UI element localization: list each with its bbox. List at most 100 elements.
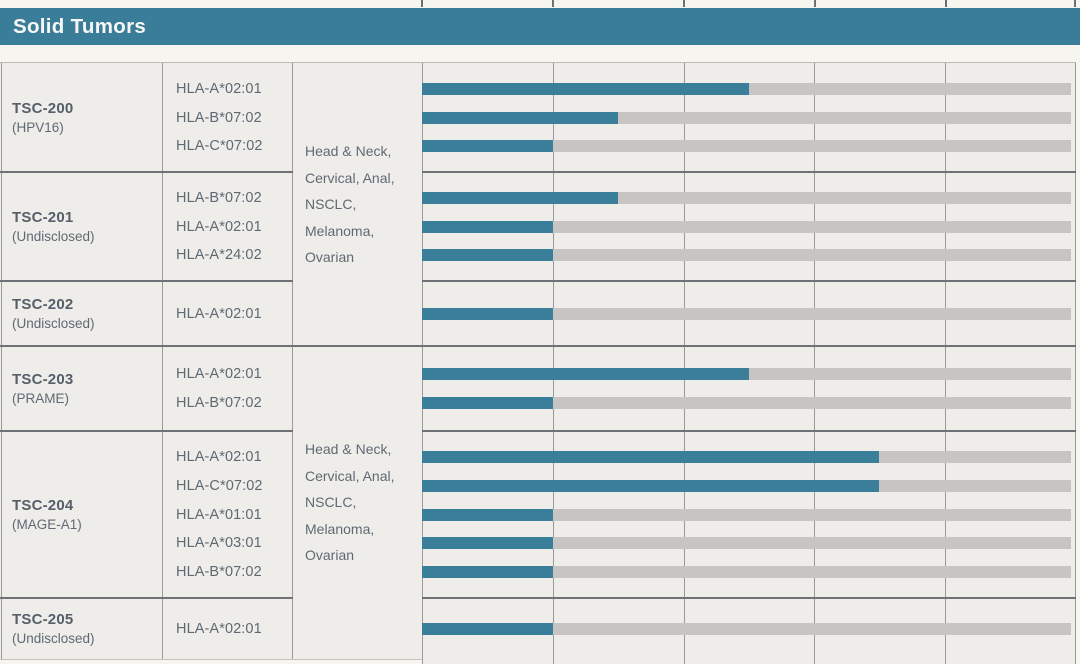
progress-row xyxy=(422,241,1075,270)
hla-allele: HLA-C*07:02 xyxy=(176,477,263,494)
progress-track xyxy=(422,368,1071,381)
phase-grid-line xyxy=(422,63,423,664)
phase-tick xyxy=(814,0,816,7)
progress-row xyxy=(422,74,1075,103)
section-divider xyxy=(0,430,293,432)
progress-track xyxy=(422,451,1071,464)
progress-track xyxy=(422,479,1071,492)
progress-fill xyxy=(422,396,553,409)
phase-tick xyxy=(552,0,554,7)
chart-cell xyxy=(422,598,1075,659)
program-target: (MAGE-A1) xyxy=(12,517,82,532)
section-divider xyxy=(0,171,293,173)
program-cell: TSC-201 (Undisclosed) xyxy=(0,172,162,281)
section-divider xyxy=(422,171,1076,173)
chart-cell xyxy=(422,346,1075,431)
progress-row xyxy=(422,500,1075,529)
hla-allele: HLA-C*07:02 xyxy=(176,138,263,155)
progress-fill xyxy=(422,249,553,262)
progress-row xyxy=(422,212,1075,241)
program-cell: TSC-203 (PRAME) xyxy=(0,346,162,431)
indication-text-line: NSCLC, xyxy=(305,196,357,213)
hla-allele: HLA-A*02:01 xyxy=(176,80,262,97)
chart-cell xyxy=(422,281,1075,346)
phase-grid-line xyxy=(683,63,685,664)
progress-track xyxy=(422,249,1071,262)
progress-fill xyxy=(422,140,553,153)
progress-track xyxy=(422,508,1071,521)
progress-row xyxy=(422,103,1075,132)
hla-allele: HLA-A*02:01 xyxy=(176,620,262,637)
progress-fill xyxy=(422,111,618,124)
hla-cell: HLA-A*02:01 xyxy=(162,598,292,659)
hla-allele: HLA-B*07:02 xyxy=(176,563,262,580)
progress-track xyxy=(422,82,1071,95)
progress-row xyxy=(422,360,1075,389)
phase-tick xyxy=(1074,0,1076,7)
program-cell: TSC-200 (HPV16) xyxy=(0,63,162,172)
section-divider xyxy=(0,280,293,282)
progress-row xyxy=(422,299,1075,328)
program-target: (Undisclosed) xyxy=(12,229,95,244)
progress-fill xyxy=(422,451,879,464)
indication-text-line: Head & Neck, xyxy=(305,441,392,458)
program-name: TSC-202 xyxy=(12,296,74,313)
column-border-line xyxy=(162,63,163,659)
section-divider xyxy=(422,280,1076,282)
progress-track xyxy=(422,220,1071,233)
progress-row xyxy=(422,183,1075,212)
section-header: Solid Tumors xyxy=(0,8,1080,45)
progress-fill xyxy=(422,565,553,578)
progress-track xyxy=(422,537,1071,550)
progress-fill xyxy=(422,622,553,635)
progress-row xyxy=(422,614,1075,643)
hla-allele: HLA-A*02:01 xyxy=(176,449,262,466)
hla-cell: HLA-B*07:02 HLA-A*02:01 HLA-A*24:02 xyxy=(162,172,292,281)
indication-text-line: Ovarian xyxy=(305,547,355,564)
phase-grid-line xyxy=(552,63,554,664)
hla-cell: HLA-A*02:01 HLA-B*07:02 HLA-C*07:02 xyxy=(162,63,292,172)
program-cell: TSC-205 (Undisclosed) xyxy=(0,598,162,659)
hla-allele: HLA-A*01:01 xyxy=(176,506,262,523)
progress-row xyxy=(422,471,1075,500)
progress-track xyxy=(422,396,1071,409)
section-divider xyxy=(422,597,1076,599)
program-target: (Undisclosed) xyxy=(12,631,95,646)
indication-cell: Head & Neck, Cervical, Anal, NSCLC, Melanom… xyxy=(292,63,422,346)
column-border-line xyxy=(1,63,2,659)
progress-fill xyxy=(422,307,553,320)
program-cell: TSC-204 (MAGE-A1) xyxy=(0,431,162,598)
hla-allele: HLA-A*03:01 xyxy=(176,535,262,552)
progress-fill xyxy=(422,537,553,550)
progress-fill xyxy=(422,220,553,233)
progress-track xyxy=(422,191,1071,204)
section-title: Solid Tumors xyxy=(13,14,147,38)
progress-track xyxy=(422,140,1071,153)
indication-text-line: Melanoma, xyxy=(305,520,375,537)
indication-text-line: Cervical, Anal, xyxy=(305,467,395,484)
program-name: TSC-205 xyxy=(12,611,74,628)
section-divider xyxy=(0,345,1076,347)
progress-track xyxy=(422,565,1071,578)
phase-grid-line xyxy=(814,63,816,664)
program-name: TSC-200 xyxy=(12,100,74,117)
phase-grid-line xyxy=(1075,63,1076,664)
progress-fill xyxy=(422,368,749,381)
program-cell: TSC-202 (Undisclosed) xyxy=(0,281,162,346)
program-name: TSC-204 xyxy=(12,497,74,514)
chart-cell xyxy=(422,172,1075,281)
progress-row xyxy=(422,132,1075,161)
hla-allele: HLA-A*02:01 xyxy=(176,305,262,322)
program-target: (PRAME) xyxy=(12,391,69,406)
indication-cell: Head & Neck, Cervical, Anal, NSCLC, Melanom… xyxy=(292,346,422,659)
progress-row xyxy=(422,389,1075,418)
hla-allele: HLA-A*02:01 xyxy=(176,366,262,383)
phase-grid-line xyxy=(945,63,947,664)
section-divider xyxy=(422,430,1076,432)
program-target: (Undisclosed) xyxy=(12,316,95,331)
indication-text-line: Head & Neck, xyxy=(305,143,392,160)
phase-tick xyxy=(945,0,947,7)
hla-cell: HLA-A*02:01 HLA-C*07:02 HLA-A*01:01 HLA-A*0… xyxy=(162,431,292,598)
progress-fill xyxy=(422,479,879,492)
